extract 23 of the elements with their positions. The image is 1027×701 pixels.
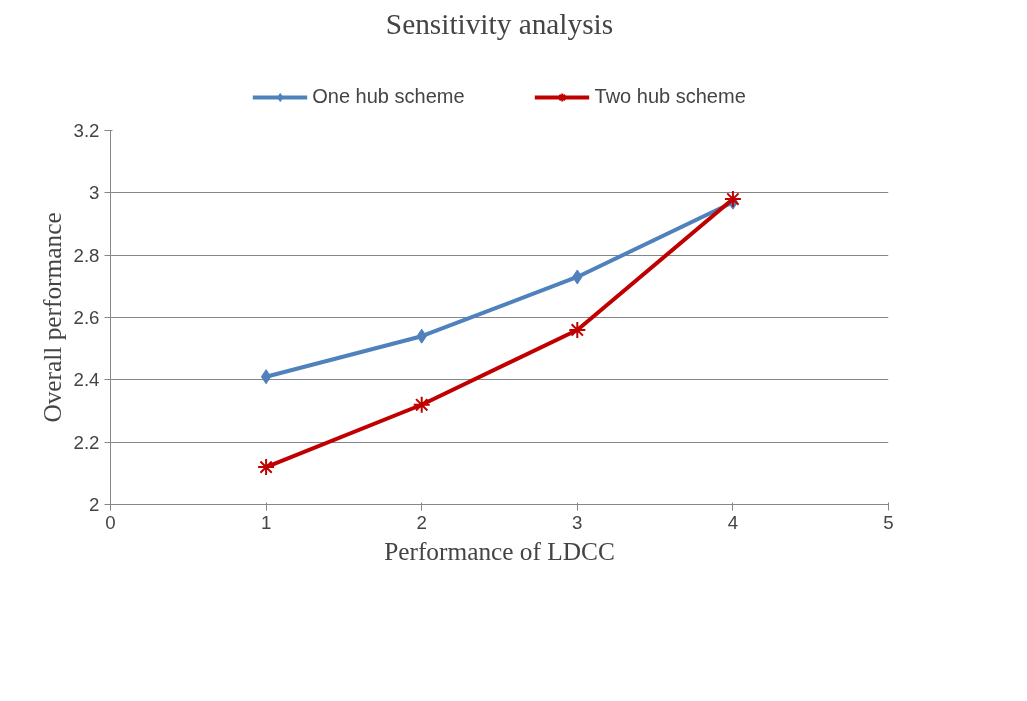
x-tick-label: 3 xyxy=(572,511,583,533)
point xyxy=(568,320,587,339)
x-axis-title: Performance of LDCC xyxy=(384,536,615,565)
y-tick-label: 2.6 xyxy=(73,307,100,328)
point xyxy=(412,395,431,414)
y-tick-label: 3 xyxy=(89,182,100,204)
y-axis-title: Overall performance xyxy=(37,212,66,423)
y-tick-label: 2 xyxy=(89,494,100,515)
y-tick-label: 3.2 xyxy=(73,120,100,141)
y-tick-label: 2.4 xyxy=(73,369,100,391)
point xyxy=(260,369,272,385)
x-tick-label: 1 xyxy=(260,511,272,533)
y-tick-label: 2.8 xyxy=(73,244,100,266)
legend-label: One hub scheme xyxy=(312,85,465,108)
x-tick-label: 4 xyxy=(727,511,739,533)
y-tick-label: 2.2 xyxy=(73,431,100,453)
point xyxy=(257,458,276,477)
x-tick-label: 2 xyxy=(416,511,427,533)
x-tick-label: 5 xyxy=(883,511,894,533)
chart-title: Sensitivity analysis xyxy=(385,7,614,40)
x-tick-label: 0 xyxy=(105,511,116,533)
point xyxy=(723,190,742,209)
legend-label: Two hub scheme xyxy=(594,85,746,108)
